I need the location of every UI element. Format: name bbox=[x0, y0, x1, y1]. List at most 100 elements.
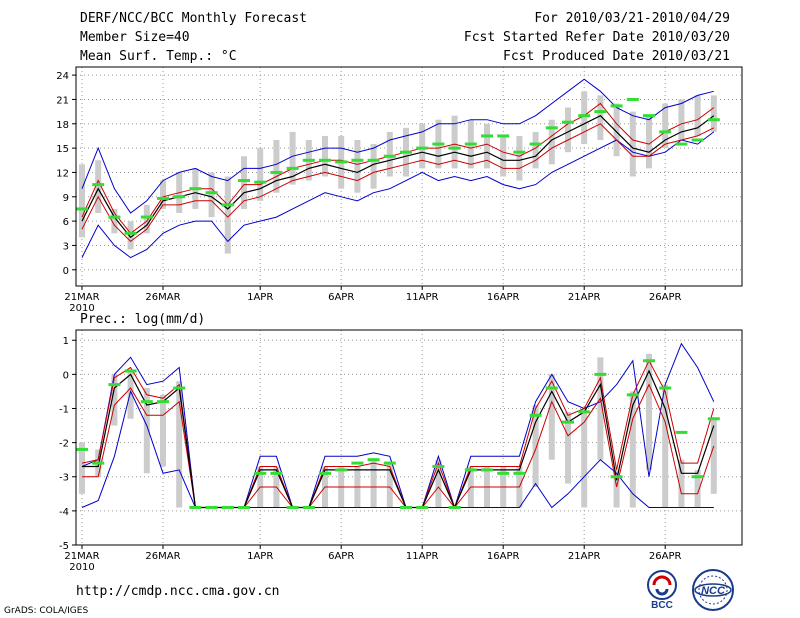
prec-member-bar bbox=[143, 388, 150, 474]
prec-member-bar bbox=[646, 353, 652, 470]
temp-member-bar bbox=[629, 111, 636, 177]
temp-member-bar bbox=[500, 135, 507, 177]
prec-x-tick-label: 16APR bbox=[487, 551, 520, 562]
temp-member-bar bbox=[581, 91, 588, 145]
prec-plot-frame bbox=[75, 329, 743, 546]
prec-member-bar bbox=[176, 381, 183, 508]
temp-y-tick-label: 24 bbox=[56, 71, 69, 82]
temp-x-tick-label: 21APR bbox=[568, 292, 601, 303]
chart-title: DERF/NCC/BCC Monthly Forecast bbox=[80, 11, 307, 26]
temp-y-tick-label: 12 bbox=[56, 168, 69, 179]
prec-lower-line bbox=[82, 383, 715, 509]
temp-max-line bbox=[81, 131, 715, 259]
temp-upper-line bbox=[81, 102, 715, 234]
temp-y-tick-label: 0 bbox=[63, 266, 69, 277]
temp-x-tick-label: 1APR bbox=[247, 292, 273, 303]
temp-member-bar bbox=[160, 180, 166, 209]
temp-member-bar bbox=[111, 208, 118, 234]
temp-member-bar bbox=[451, 115, 458, 169]
prec-y-tick-label: 1 bbox=[63, 336, 69, 347]
ncc-logo-text: NCC bbox=[701, 585, 726, 597]
temp-y-tick-label: 21 bbox=[56, 95, 69, 106]
temp-member-bar bbox=[419, 123, 426, 169]
temp-member-bar bbox=[127, 221, 134, 250]
prec-min-line bbox=[81, 389, 714, 509]
prec-x-tick-label: 21APR bbox=[568, 551, 601, 562]
prec-y-tick-label: -2 bbox=[59, 439, 69, 450]
prec-member-bar bbox=[613, 469, 620, 508]
temp-member-bar bbox=[662, 103, 669, 149]
temp-member-bar bbox=[646, 115, 652, 169]
temp-member-bar bbox=[273, 140, 280, 193]
temp-member-bar bbox=[354, 140, 361, 193]
prec-y-tick-label: 0 bbox=[63, 370, 69, 381]
prec-ensemble-mean-line bbox=[82, 369, 715, 510]
temp-member-bar bbox=[694, 95, 701, 136]
prec-member-bar bbox=[581, 408, 588, 508]
prec-member-bar bbox=[678, 459, 685, 508]
temp-member-bar bbox=[565, 107, 571, 153]
temp-y-tick-label: 15 bbox=[56, 144, 69, 155]
prec-x-tick-label: 26MAR bbox=[145, 551, 180, 562]
prec-x-tick-label: 11APR bbox=[406, 551, 439, 562]
prec-x-tick-label: 26APR bbox=[649, 551, 682, 562]
temp-ensemble-mean-line bbox=[81, 114, 715, 239]
temp-member-bar bbox=[370, 144, 377, 189]
prec-member-bar bbox=[386, 463, 393, 508]
prec-member-bar bbox=[127, 370, 134, 419]
temp-member-bar bbox=[613, 103, 620, 157]
prec-x-tick-label: 21MAR bbox=[64, 551, 99, 562]
produced-date: Fcst Produced Date 2010/03/21 bbox=[503, 49, 730, 64]
temp-member-bar bbox=[289, 131, 296, 185]
temp-member-bar bbox=[143, 204, 150, 234]
temp-member-bar bbox=[241, 156, 247, 209]
temp-lower-line bbox=[81, 123, 715, 243]
member-size: Member Size=40 bbox=[80, 30, 190, 45]
temp-member-bar bbox=[532, 131, 539, 169]
temp-x-year-label: 2010 bbox=[69, 303, 94, 314]
grads-credit: GrADS: COLA/IGES bbox=[4, 606, 89, 616]
temp-plot-frame bbox=[75, 66, 743, 287]
temp-member-bar bbox=[516, 135, 523, 181]
prec-member-bar bbox=[532, 405, 539, 487]
temp-member-bar bbox=[224, 176, 231, 254]
temp-x-tick-label: 26APR bbox=[649, 292, 682, 303]
started-refer-date: Fcst Started Refer Date 2010/03/20 bbox=[463, 30, 730, 45]
temp-y-tick-label: 9 bbox=[63, 193, 69, 204]
temp-member-bar bbox=[95, 160, 102, 213]
temp-member-bar bbox=[678, 99, 685, 140]
temp-member-bar bbox=[208, 172, 215, 218]
temp-x-tick-label: 11APR bbox=[406, 292, 439, 303]
source-url[interactable]: http://cmdp.ncc.cma.gov.cn bbox=[76, 584, 280, 599]
prec-x-year-label: 2010 bbox=[69, 562, 94, 573]
prec-x-tick-label: 6APR bbox=[328, 551, 354, 562]
prec-max-line bbox=[81, 342, 715, 510]
prec-member-bar bbox=[662, 384, 669, 508]
prec-x-tick-label: 1APR bbox=[247, 551, 273, 562]
prec-member-bar bbox=[710, 418, 717, 494]
prec-member-bar bbox=[111, 374, 118, 426]
temp-member-bar bbox=[257, 148, 264, 201]
prec-member-bar bbox=[694, 469, 701, 508]
temp-y-tick-label: 3 bbox=[63, 241, 69, 252]
temp-x-tick-label: 6APR bbox=[328, 292, 354, 303]
temp-member-bar bbox=[548, 119, 555, 165]
temp-member-bar bbox=[710, 95, 717, 132]
temp-member-bar bbox=[322, 135, 328, 177]
bcc-logo: BCC bbox=[647, 570, 677, 610]
prec-y-tick-label: -1 bbox=[59, 404, 69, 415]
temp-member-bar bbox=[79, 164, 85, 238]
prec-member-bar bbox=[79, 442, 85, 494]
forecast-period: For 2010/03/21-2010/04/29 bbox=[534, 11, 730, 26]
prec-member-bar bbox=[548, 374, 555, 460]
temp-min-line bbox=[81, 78, 714, 214]
temp-x-tick-label: 16APR bbox=[487, 292, 520, 303]
temp-x-tick-label: 21MAR bbox=[64, 292, 99, 303]
bcc-logo-text: BCC bbox=[651, 600, 673, 610]
temp-x-tick-label: 26MAR bbox=[145, 292, 180, 303]
temp-y-tick-label: 6 bbox=[63, 217, 69, 228]
prec-member-bar bbox=[370, 459, 377, 508]
prec-y-tick-label: -3 bbox=[59, 473, 69, 484]
prec-member-bar bbox=[565, 411, 571, 484]
